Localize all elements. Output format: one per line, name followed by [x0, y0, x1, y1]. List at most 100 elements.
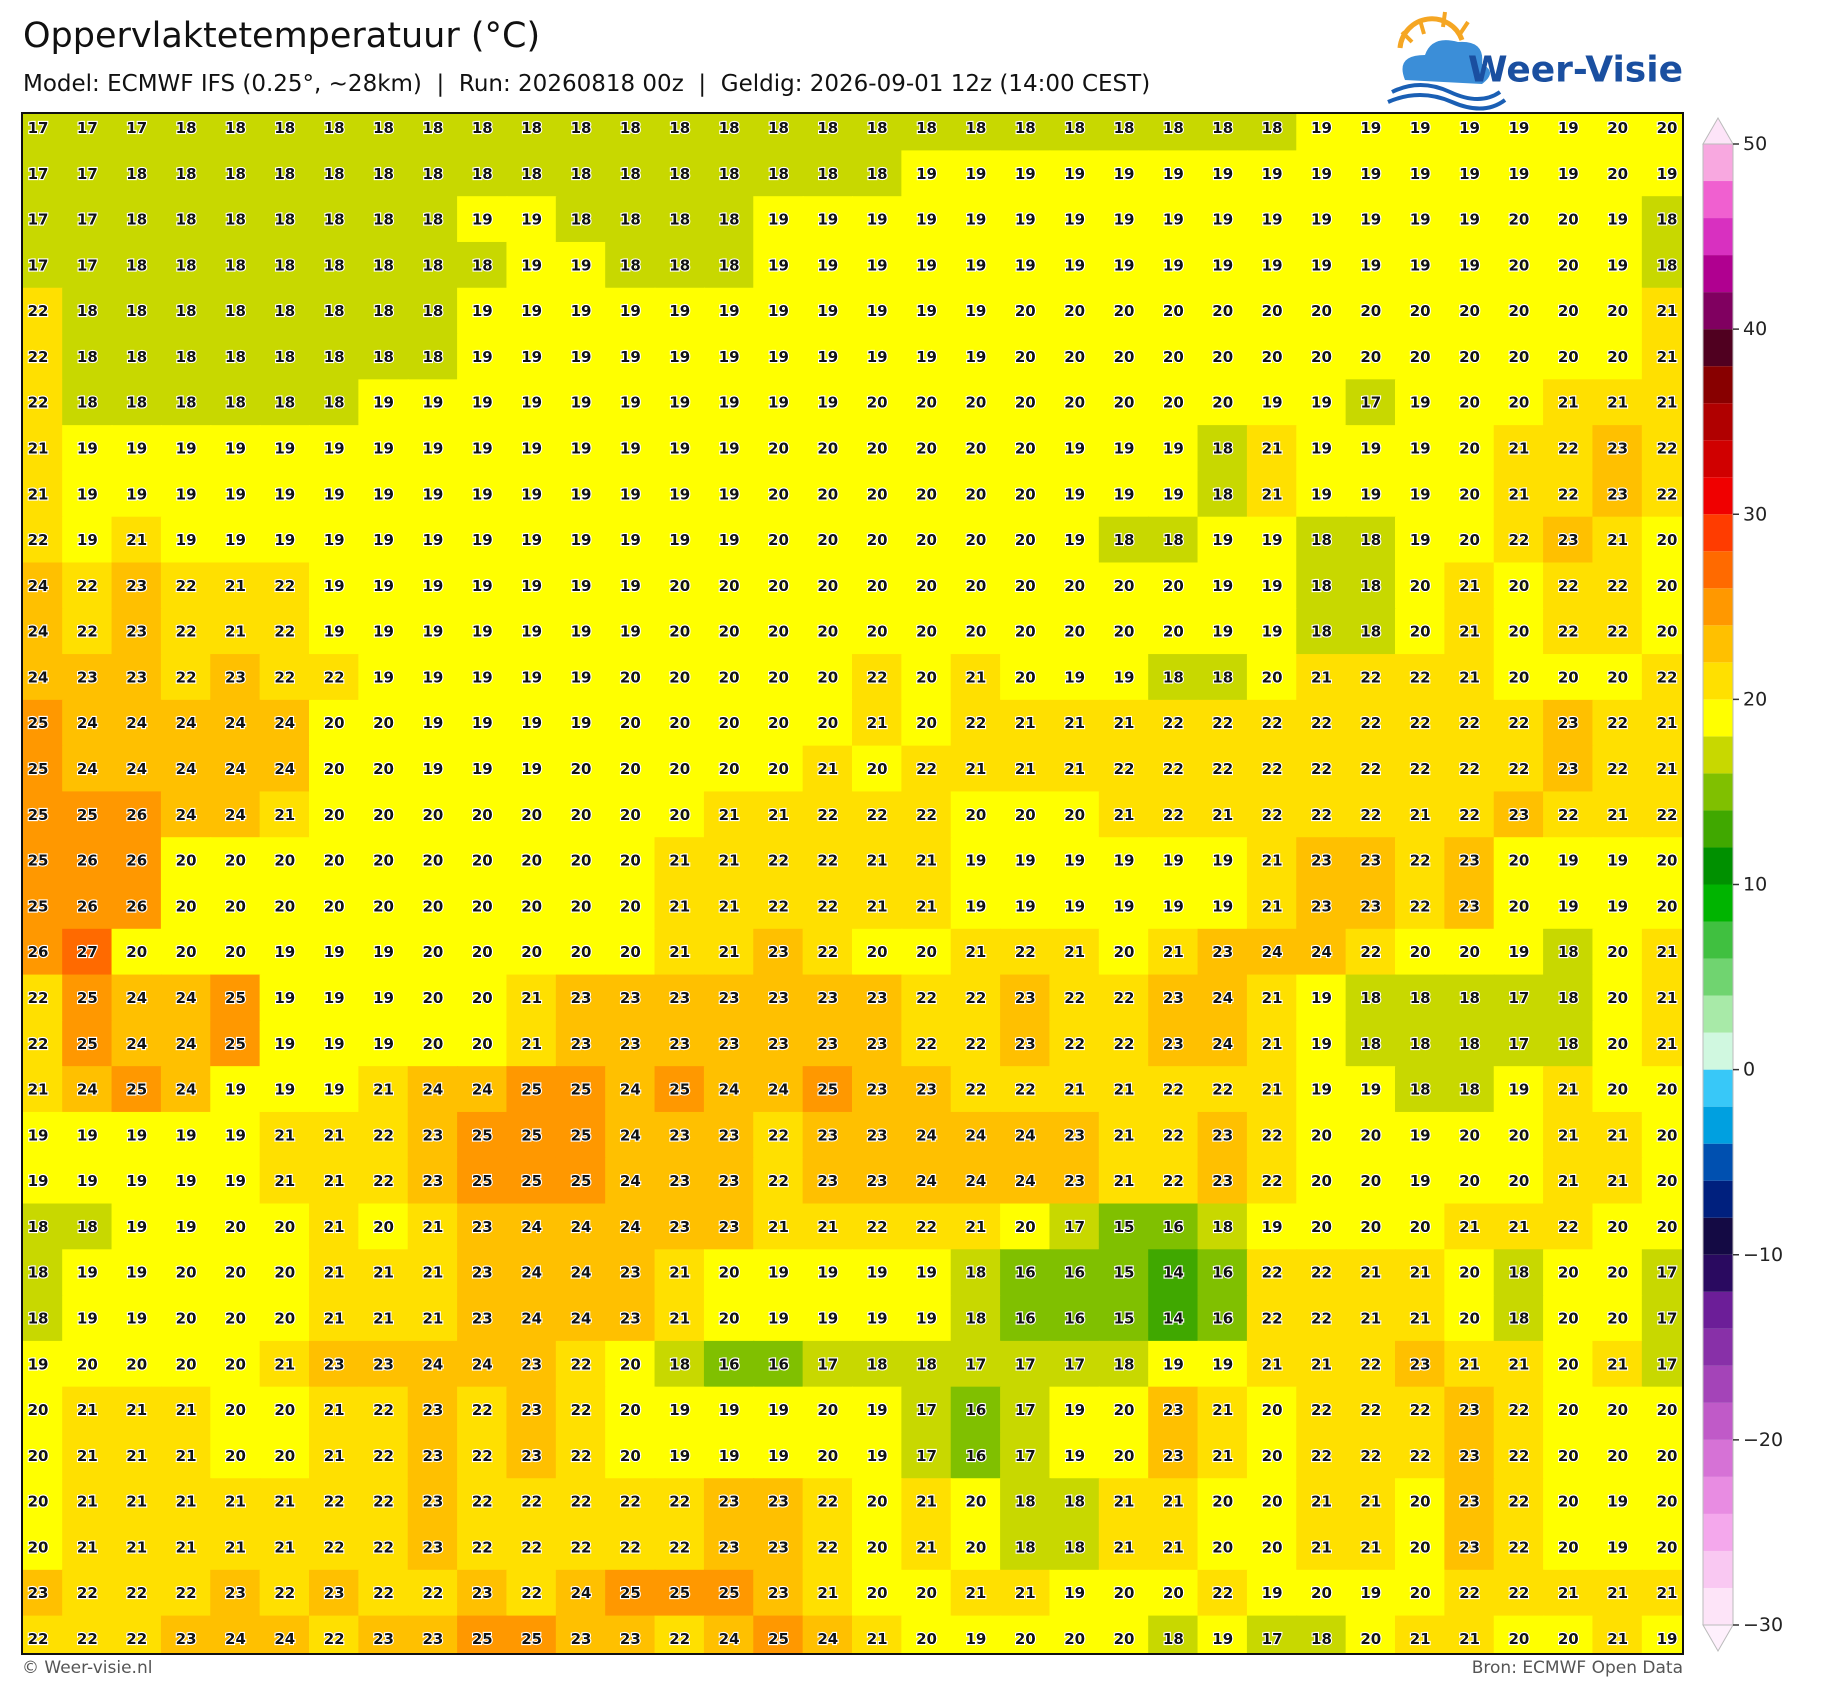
grid-value: 19: [225, 1126, 246, 1144]
grid-value: 21: [1558, 394, 1579, 412]
temperature-cell: [309, 745, 360, 793]
grid-value: 18: [77, 394, 98, 412]
temperature-cell: [407, 241, 459, 289]
grid-value: 21: [867, 714, 888, 732]
temperature-cell: [1592, 1478, 1643, 1526]
temperature-cell: [703, 379, 755, 427]
grid-value: 19: [274, 531, 295, 549]
temperature-cell: [605, 837, 656, 884]
temperature-cell: [506, 1295, 557, 1342]
temperature-cell: [555, 196, 607, 243]
temperature-cell: [358, 470, 409, 518]
temperature-cell: [1444, 1524, 1495, 1571]
temperature-cell: [457, 333, 508, 381]
temperature-cell: [62, 1295, 113, 1342]
temperature-cell: [358, 1066, 409, 1113]
temperature-cell: [62, 470, 113, 518]
colorbar-extend-bottom: [1702, 1624, 1734, 1653]
temperature-cell: [1197, 113, 1248, 152]
temperature-cell: [1098, 1340, 1150, 1388]
grid-value: 20: [1508, 348, 1529, 366]
temperature-cell: [1543, 1111, 1594, 1159]
grid-value: 21: [1360, 1264, 1381, 1282]
grid-value: 19: [669, 1401, 690, 1419]
grid-value: 20: [1360, 1630, 1381, 1648]
grid-value: 18: [669, 211, 690, 229]
grid-value: 19: [1410, 485, 1431, 503]
temperature-cell: [1049, 150, 1100, 198]
temperature-cell: [457, 1432, 508, 1480]
grid-value: 22: [1360, 806, 1381, 824]
temperature-cell: [259, 1524, 310, 1571]
grid-value: 21: [867, 852, 888, 870]
grid-value: 19: [1311, 211, 1332, 229]
grid-value: 22: [176, 668, 197, 686]
temperature-cell: [457, 287, 508, 335]
temperature-cell: [1543, 1249, 1594, 1297]
temperature-cell: [22, 516, 64, 564]
grid-value: 21: [225, 1538, 246, 1556]
grid-value: 18: [867, 165, 888, 183]
temperature-cell: [457, 1386, 508, 1434]
temperature-cell: [1000, 1157, 1051, 1205]
grid-value: 22: [1558, 1218, 1579, 1236]
temperature-cell: [802, 608, 853, 656]
grid-value: 23: [1607, 485, 1628, 503]
grid-value: 18: [719, 211, 740, 229]
temperature-cell: [654, 791, 705, 839]
grid-value: 24: [620, 1172, 641, 1190]
temperature-cell: [1493, 699, 1545, 747]
temperature-cell: [407, 1615, 459, 1654]
grid-value: 19: [620, 485, 641, 503]
grid-value: 20: [1311, 302, 1332, 320]
colorbar-swatch: [1703, 1180, 1733, 1218]
grid-value: 23: [1459, 1538, 1480, 1556]
grid-value: 19: [1064, 531, 1085, 549]
temperature-cell: [605, 1340, 656, 1388]
grid-value: 20: [571, 760, 592, 778]
grid-value: 19: [274, 989, 295, 1007]
grid-value: 24: [422, 1355, 443, 1373]
temperature-cell: [852, 608, 903, 656]
grid-value: 20: [817, 440, 838, 458]
temperature-cell: [1641, 1478, 1683, 1526]
temperature-cell: [852, 1615, 903, 1654]
grid-value: 19: [669, 531, 690, 549]
grid-value: 20: [867, 440, 888, 458]
grid-value: 20: [620, 852, 641, 870]
temperature-cell: [1395, 150, 1446, 198]
grid-value: 22: [373, 1493, 394, 1511]
grid-value: 23: [1064, 1172, 1085, 1190]
grid-value: 19: [1114, 852, 1135, 870]
grid-value: 19: [77, 1309, 98, 1327]
temperature-cell: [654, 928, 705, 976]
temperature-cell: [1345, 1340, 1396, 1388]
grid-value: 18: [1410, 989, 1431, 1007]
temperature-cell: [950, 1340, 1002, 1388]
temperature-cell: [703, 791, 755, 839]
grid-value: 20: [1163, 577, 1184, 595]
grid-value: 21: [916, 1493, 937, 1511]
temperature-cell: [22, 1020, 64, 1068]
grid-value: 19: [817, 348, 838, 366]
grid-value: 24: [28, 577, 49, 595]
grid-value: 20: [1558, 1264, 1579, 1282]
temperature-cell: [358, 150, 409, 198]
temperature-cell: [309, 699, 360, 747]
grid-value: 23: [422, 1172, 443, 1190]
grid-value: 23: [768, 943, 789, 961]
temperature-cell: [1246, 1066, 1298, 1113]
temperature-cell: [22, 1386, 64, 1434]
temperature-cell: [309, 1203, 360, 1251]
temperature-cell: [22, 608, 64, 656]
temperature-cell: [358, 113, 409, 152]
temperature-cell: [1148, 699, 1199, 747]
grid-value: 17: [77, 211, 98, 229]
grid-value: 19: [1064, 668, 1085, 686]
grid-value: 16: [768, 1355, 789, 1373]
temperature-cell: [407, 1386, 459, 1434]
grid-value: 20: [1657, 119, 1678, 137]
temperature-cell: [852, 745, 903, 793]
temperature-cell: [259, 837, 310, 884]
temperature-cell: [506, 928, 557, 976]
